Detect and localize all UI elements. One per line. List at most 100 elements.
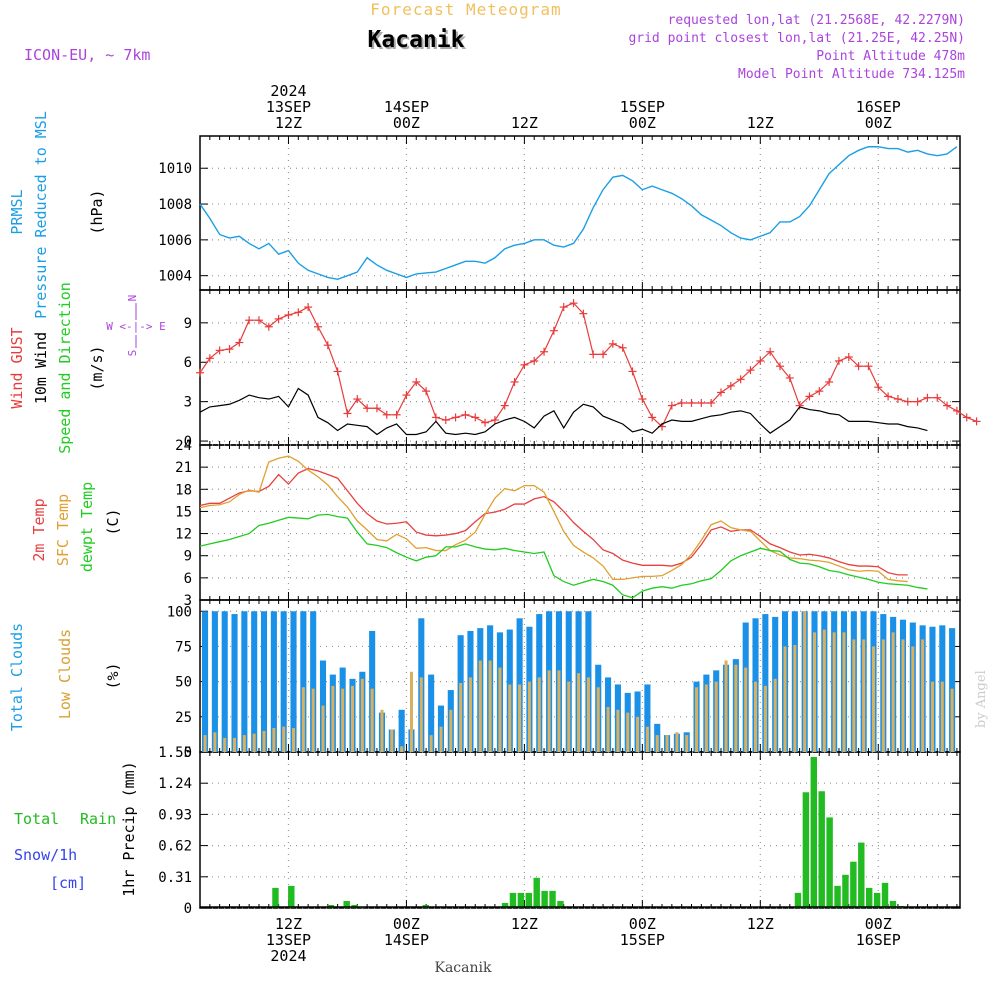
svg-text:Speed and Direction: Speed and Direction	[56, 282, 74, 454]
low-cloud-bar	[783, 646, 787, 752]
wind-ytick-label: 6	[184, 355, 192, 371]
gust-marker	[913, 397, 922, 406]
svg-text:N: N	[126, 295, 139, 302]
gust-marker	[225, 345, 234, 354]
low-cloud-bar	[577, 673, 581, 752]
precip-bar	[541, 890, 548, 908]
compass-rose: N W <-|-> E S	[106, 295, 166, 357]
low-cloud-bar	[812, 632, 817, 752]
low-cloud-bar	[852, 639, 856, 752]
gust-marker	[815, 387, 824, 396]
low-cloud-bar	[596, 687, 600, 752]
precip-bar	[866, 887, 873, 908]
low-cloud-bar	[252, 733, 256, 752]
gust-marker	[962, 413, 971, 422]
clouds-ytick-label: 25	[175, 710, 192, 726]
panel-pressure: 1004 1006 1008 1010	[158, 135, 961, 291]
low-cloud-bar	[803, 611, 807, 752]
svg-text:Pressure Reduced to MSL: Pressure Reduced to MSL	[32, 111, 50, 319]
gust-marker	[844, 352, 853, 361]
gust-marker	[775, 362, 784, 371]
total-cloud-bar	[290, 611, 297, 752]
bottom-time-label: 2024	[270, 947, 306, 965]
gust-marker	[756, 356, 765, 365]
gust-marker	[530, 356, 539, 365]
low-cloud-bar	[390, 729, 394, 752]
gust-marker	[333, 367, 342, 376]
low-cloud-bar	[380, 709, 384, 752]
gust-marker	[884, 392, 893, 401]
gust-marker	[382, 410, 391, 419]
low-cloud-bar	[586, 677, 590, 752]
total-cloud-bar	[231, 614, 238, 752]
precip-bar	[509, 892, 517, 908]
low-cloud-bar	[213, 732, 217, 752]
clouds-ytick-label: 100	[167, 604, 192, 620]
pressure-ytick-label: 1010	[158, 161, 192, 177]
low-cloud-bar	[439, 726, 443, 752]
total-cloud-bar	[310, 611, 317, 752]
svg-text:SFC Temp: SFC Temp	[54, 494, 72, 566]
low-cloud-bar	[655, 735, 659, 752]
total-cloud-bar	[428, 674, 435, 752]
low-cloud-bar	[645, 726, 649, 752]
svg-text:dewpt Temp: dewpt Temp	[78, 482, 96, 572]
gust-marker	[294, 308, 303, 317]
gust-marker	[579, 309, 588, 318]
bottom-time-label: 12Z	[747, 915, 774, 933]
total-cloud-bar	[260, 611, 268, 752]
gust-marker	[235, 338, 244, 347]
gust-marker	[707, 398, 716, 407]
gust-marker	[864, 362, 873, 371]
top-time-label: 13SEP	[266, 98, 311, 116]
precip-ytick-label: 0	[184, 901, 192, 917]
gust-marker	[313, 322, 322, 331]
credit: by Angel	[974, 670, 989, 728]
gust-marker	[746, 366, 755, 375]
precip-bar	[889, 900, 897, 908]
low-cloud-bar	[321, 705, 325, 752]
low-cloud-bar	[488, 660, 492, 752]
low-cloud-bar	[714, 681, 718, 752]
svg-text:(%): (%)	[104, 662, 122, 689]
low-cloud-bar	[233, 737, 237, 752]
low-cloud-bar	[665, 735, 669, 752]
station-title-shadow: Kacanik	[370, 29, 467, 55]
precip-bar	[517, 892, 525, 908]
low-cloud-bar	[881, 639, 885, 752]
low-cloud-bar	[262, 730, 266, 752]
gust-marker	[304, 303, 313, 312]
low-cloud-bar	[409, 671, 414, 752]
low-cloud-bar	[537, 677, 541, 752]
gust-marker	[451, 413, 460, 422]
svg-text:Low Clouds: Low Clouds	[56, 629, 74, 719]
precip-bar	[810, 757, 817, 908]
panel-wind: 0 3 6 9	[184, 289, 961, 450]
gust-marker	[874, 383, 883, 392]
low-cloud-bar	[203, 735, 207, 752]
low-cloud-bar	[370, 688, 374, 752]
gust-marker	[795, 401, 804, 410]
gust-marker	[461, 410, 470, 419]
clouds-ytick-label: 0	[184, 745, 192, 761]
low-cloud-bar	[626, 712, 630, 752]
svg-text:[cm]: [cm]	[50, 874, 86, 892]
bottom-time-label: 12Z	[275, 915, 302, 933]
precip-bar	[549, 890, 556, 908]
gust-marker	[943, 401, 952, 410]
gust-marker	[697, 398, 706, 407]
gust-marker	[834, 356, 843, 365]
bottom-time-label: 00Z	[393, 915, 420, 933]
low-cloud-bar	[950, 688, 954, 752]
temperature-ytick-label: 6	[184, 571, 192, 587]
temperature-frame	[199, 444, 961, 601]
gust-marker	[549, 326, 558, 335]
low-cloud-bar	[449, 709, 453, 752]
gust-marker	[363, 404, 372, 413]
bottom-time-label: 12Z	[511, 915, 538, 933]
pressure-line	[199, 146, 958, 280]
gust-marker	[441, 416, 450, 425]
footer-station: Kacanik	[435, 960, 492, 976]
top-time-label: 12Z	[275, 114, 302, 132]
gust-marker	[923, 393, 932, 402]
